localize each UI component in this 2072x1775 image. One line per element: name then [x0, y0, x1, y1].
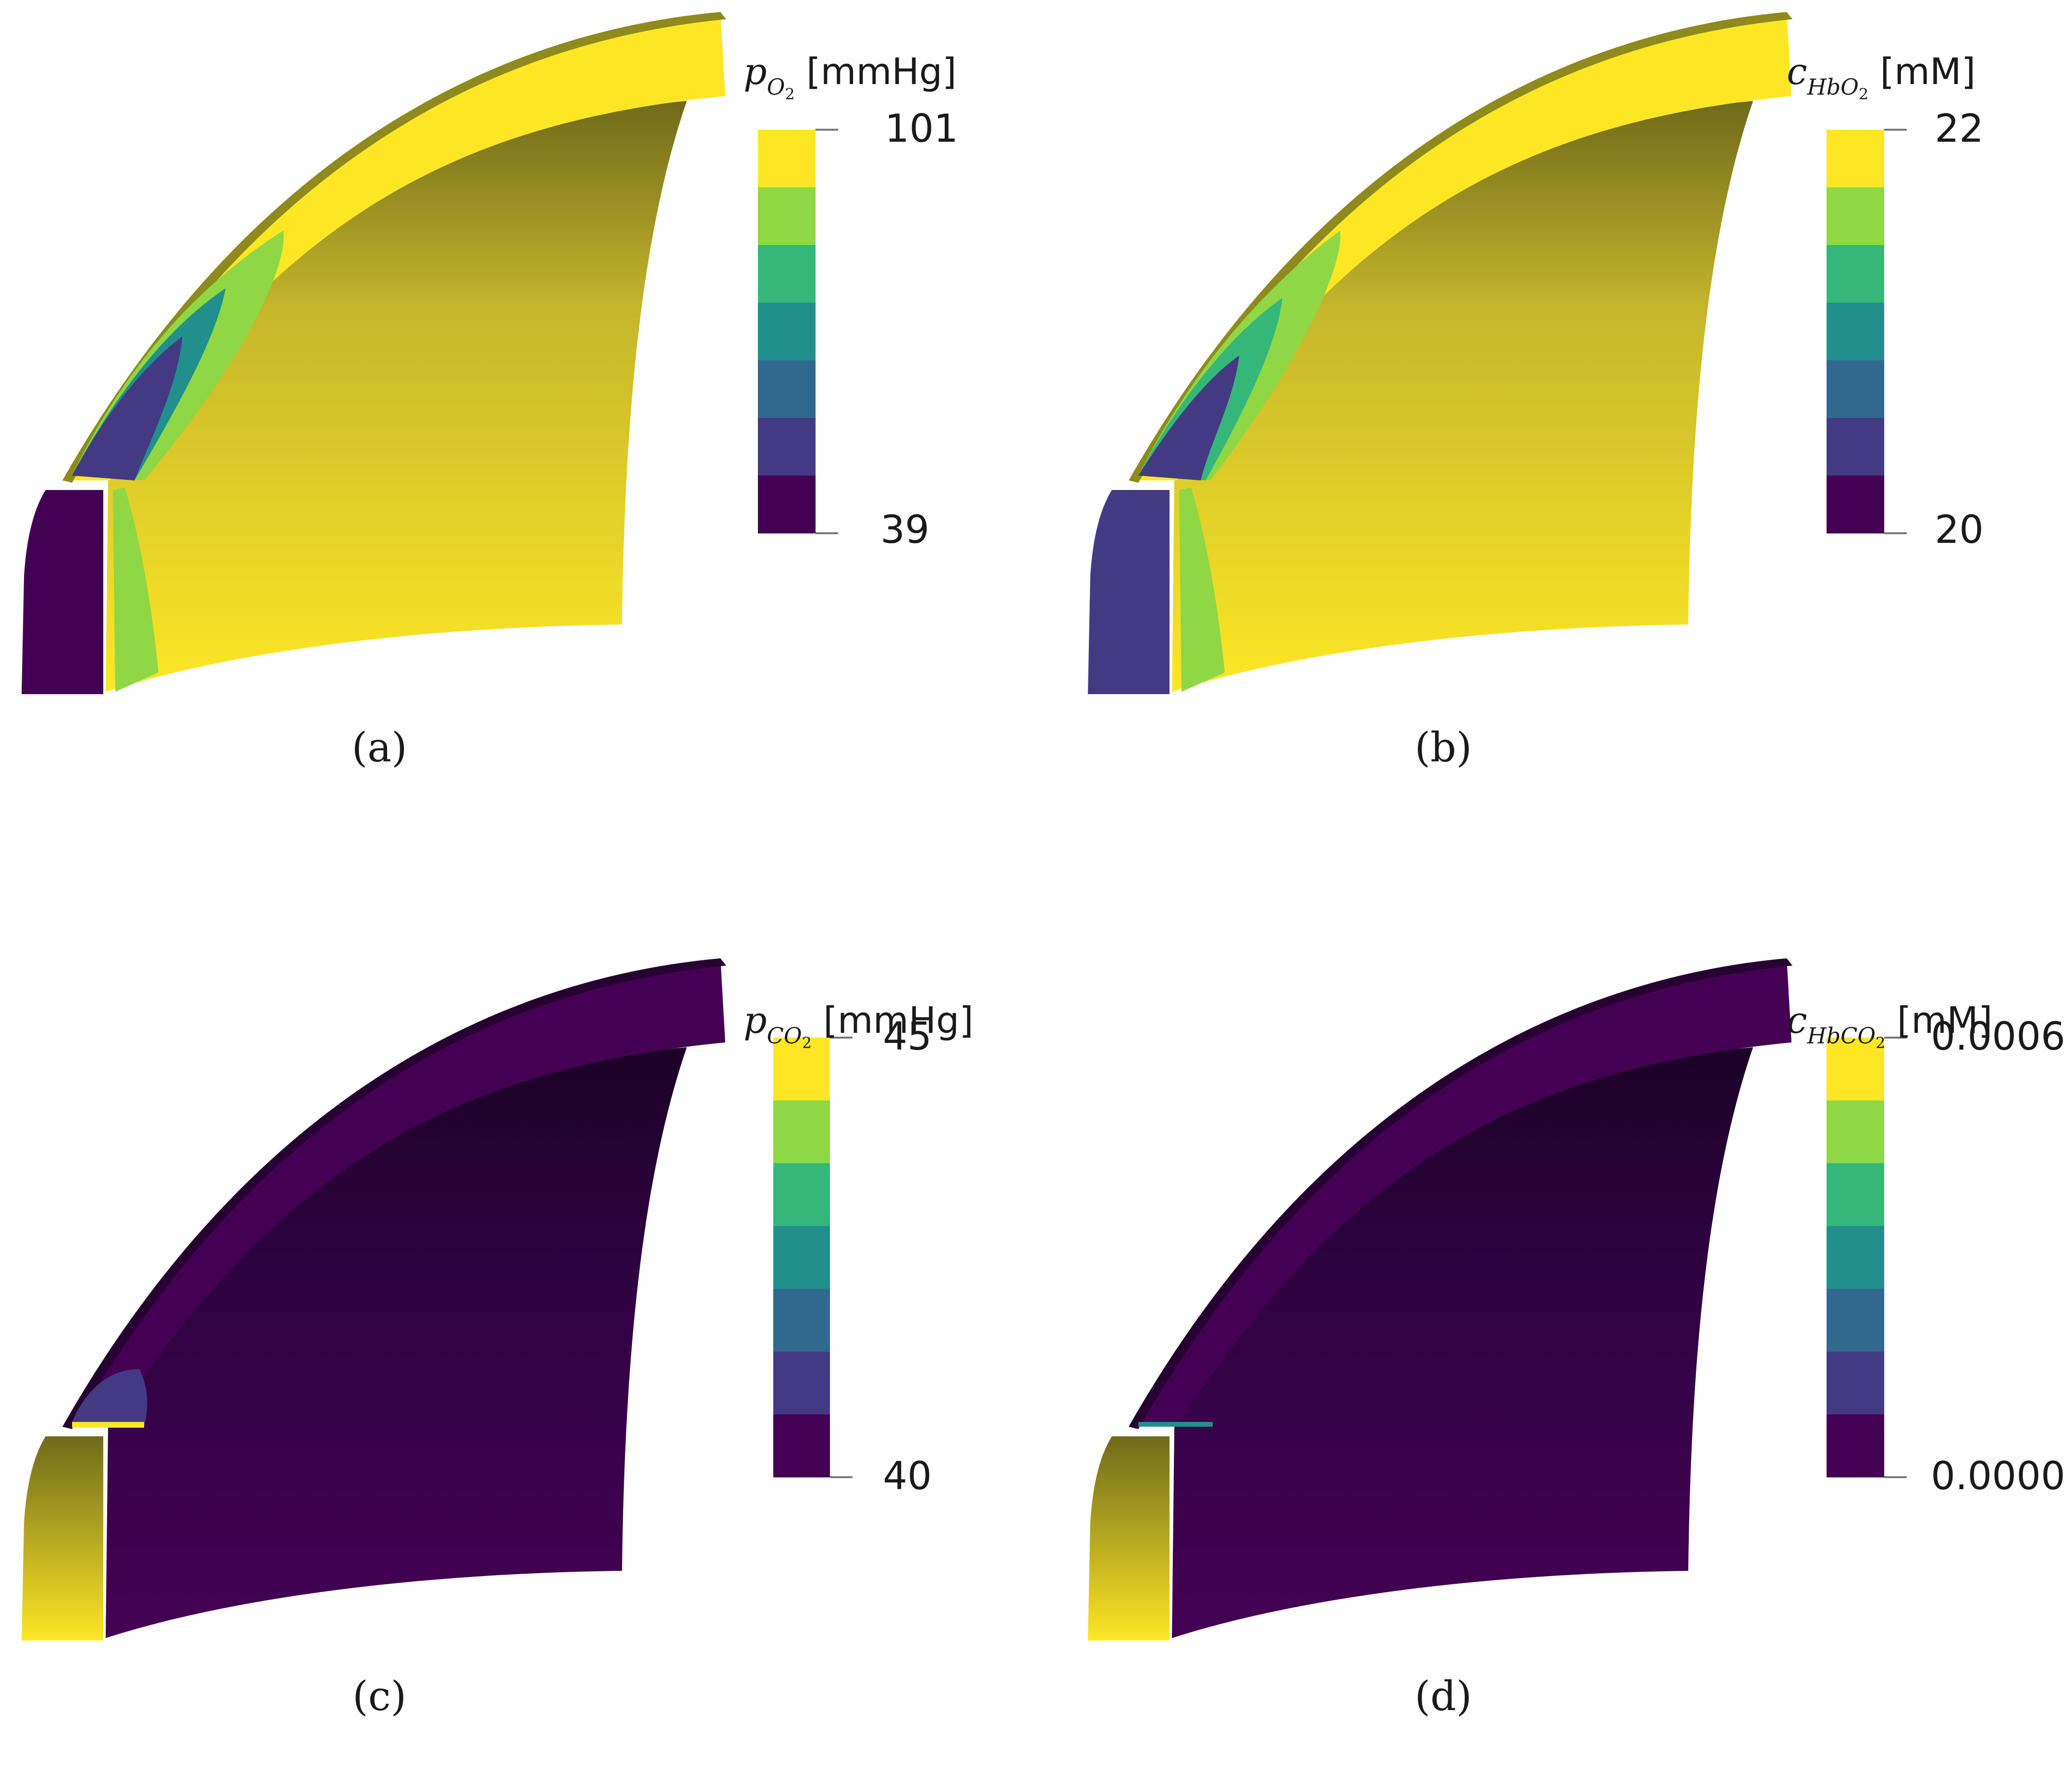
colorbar-bin — [1827, 1226, 1884, 1289]
title-symbol: p — [743, 50, 767, 93]
colorbar-bin — [1827, 1100, 1884, 1163]
panel-d — [1088, 958, 1792, 1640]
title-subscript-2: 2 — [785, 85, 794, 103]
title-unit: [mM] — [1885, 999, 1992, 1041]
title-unit: [mmHg] — [812, 999, 974, 1041]
shell-left-block — [1088, 1436, 1170, 1640]
tick-min-label: 39 — [880, 507, 929, 552]
colorbar-bin — [1827, 1351, 1884, 1415]
title-symbol: c — [1787, 50, 1807, 93]
colorbar-bin — [1827, 1163, 1884, 1226]
contour-edge — [1138, 1422, 1213, 1427]
colorbar-bin — [773, 1288, 830, 1352]
caption-b: (b) — [1414, 724, 1472, 771]
caption-d: (d) — [1414, 1673, 1472, 1720]
panel-a — [22, 12, 726, 694]
title-subscript: O — [767, 74, 785, 100]
shell-left-block — [1088, 490, 1170, 694]
shell-inner-face — [106, 1047, 687, 1638]
colorbar-b: 22 20 cHbO2 [mM] — [1787, 50, 1984, 552]
colorbar-bin — [1827, 1414, 1884, 1478]
colorbar-bin — [773, 1414, 830, 1478]
shell-render — [1088, 958, 1792, 1640]
tick-max-label: 22 — [1935, 106, 1984, 151]
colorbar-title: cHbO2 [mM] — [1787, 50, 1975, 103]
colorbar-bin — [1827, 187, 1884, 245]
colorbar-bins — [758, 130, 816, 534]
colorbar-bin — [773, 1226, 830, 1289]
colorbar-c: 45 40 pCO2 [mmHg] — [743, 999, 974, 1498]
title-subscript: HbCO — [1807, 1023, 1876, 1049]
panel-c — [22, 958, 726, 1640]
colorbar-title: pO2 [mmHg] — [743, 50, 957, 103]
colorbar-a: 101 39 pO2 [mmHg] — [743, 50, 958, 552]
colorbar-bin — [773, 1038, 830, 1101]
panel-b — [1088, 12, 1792, 694]
colorbar-bins — [773, 1038, 830, 1478]
title-symbol: p — [743, 999, 767, 1041]
colorbar-bin — [1827, 130, 1884, 188]
colorbar-bins — [1827, 1038, 1884, 1478]
shell-inner-face — [106, 101, 687, 692]
shell-left-block — [22, 490, 103, 694]
colorbar-title: cHbCO2 [mM] — [1787, 999, 1993, 1052]
contour-blue — [72, 336, 183, 480]
title-subscript: CO — [767, 1023, 802, 1049]
colorbar-bin — [758, 187, 816, 245]
colorbar-bin — [1827, 1038, 1884, 1101]
tick-max-label: 0.0006 — [1931, 1014, 2065, 1059]
colorbar-bin — [773, 1100, 830, 1163]
colorbar-bin — [758, 360, 816, 418]
shell-strip — [1179, 488, 1225, 692]
title-subscript-2: 2 — [1876, 1034, 1885, 1052]
colorbar-d: 0.0006 0.0000 cHbCO2 [mM] — [1787, 999, 2065, 1498]
shell-strip — [113, 488, 158, 692]
shell-render — [1088, 12, 1792, 694]
contour-blue — [72, 1369, 147, 1427]
tick-max-label: 45 — [883, 1014, 932, 1059]
title-subscript: HbO — [1807, 74, 1859, 100]
tick-min-label: 20 — [1935, 507, 1984, 552]
title-symbol: c — [1787, 999, 1807, 1041]
title-subscript-2: 2 — [1859, 85, 1868, 103]
contour-yellow-edge — [72, 1422, 144, 1428]
shell-inner-face — [1172, 1047, 1753, 1638]
tick-min-label: 0.0000 — [1931, 1454, 2065, 1498]
title-subscript-2: 2 — [802, 1034, 812, 1052]
colorbar-bin — [758, 303, 816, 361]
colorbar-bin — [1827, 1288, 1884, 1352]
colorbar-bins — [1827, 130, 1884, 534]
caption-c: (c) — [353, 1673, 407, 1720]
title-unit: [mmHg] — [795, 50, 957, 93]
tick-min-label: 40 — [883, 1454, 932, 1498]
shell-top-band — [1129, 958, 1792, 1427]
colorbar-bin — [758, 130, 816, 188]
colorbar-bin — [758, 245, 816, 303]
colorbar-bin — [773, 1351, 830, 1415]
colorbar-bin — [758, 418, 816, 476]
title-unit: [mM] — [1868, 50, 1975, 93]
contour-blue — [1138, 355, 1239, 480]
colorbar-bin — [758, 476, 816, 534]
colorbar-bin — [773, 1163, 830, 1226]
colorbar-bin — [1827, 303, 1884, 361]
shell-inner-face — [1172, 101, 1753, 692]
shell-render — [22, 12, 726, 694]
tick-max-label: 101 — [885, 106, 958, 151]
colorbar-title: pCO2 [mmHg] — [743, 999, 974, 1052]
caption-a: (a) — [352, 724, 407, 771]
shell-render — [22, 958, 726, 1640]
colorbar-bin — [1827, 360, 1884, 418]
shell-left-block — [22, 1436, 103, 1640]
colorbar-bin — [1827, 418, 1884, 476]
colorbar-bin — [1827, 245, 1884, 303]
colorbar-bin — [1827, 476, 1884, 534]
